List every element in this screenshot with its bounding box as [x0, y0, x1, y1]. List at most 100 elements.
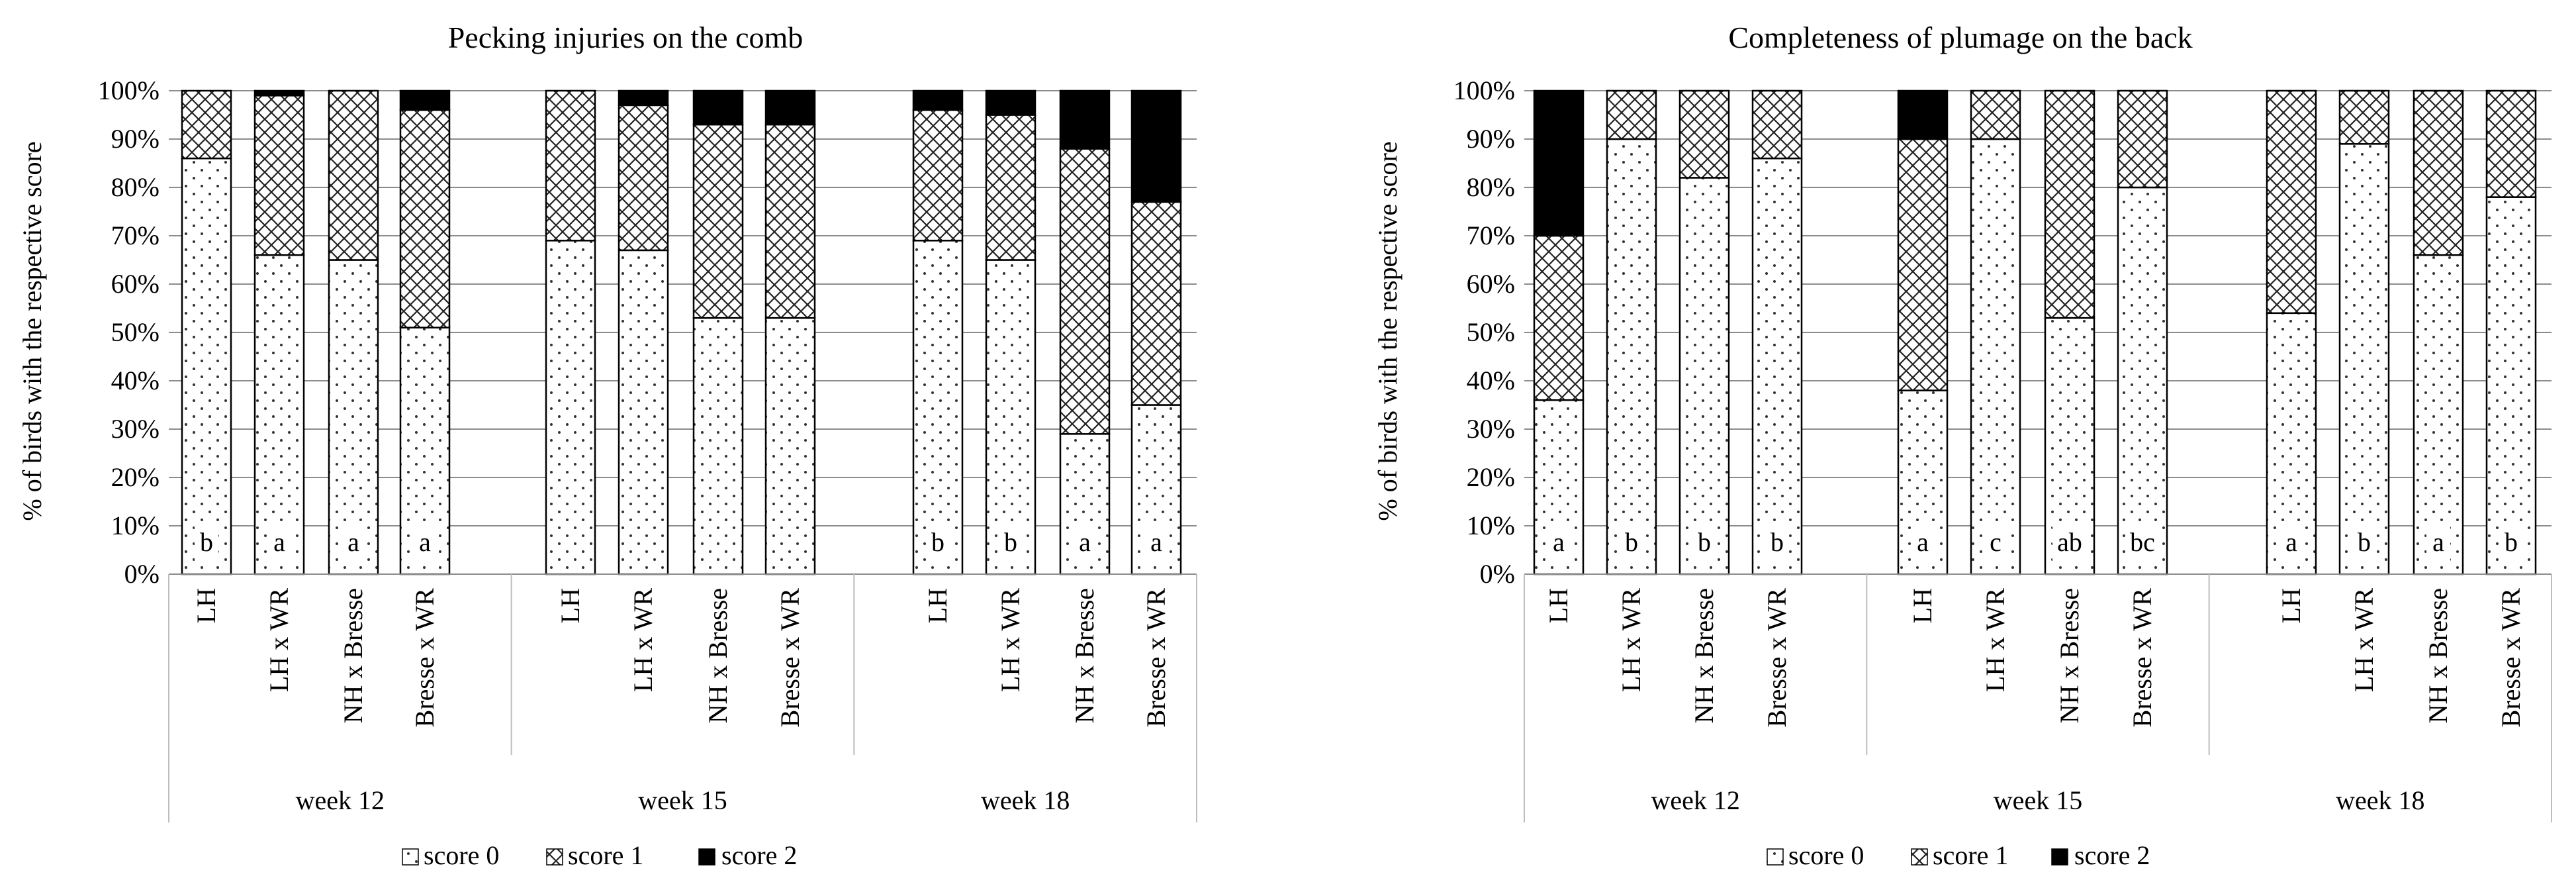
y-tick-label: 100%: [1453, 75, 1515, 105]
significance-letter: bc: [2130, 527, 2155, 557]
bar-segment-score1: [1130, 201, 1182, 406]
group-label: week 15: [638, 785, 727, 815]
legend-label-score0: score 0: [1788, 840, 1864, 870]
y-tick-label: 70%: [111, 221, 160, 250]
category-label: NH x Bresse: [703, 588, 733, 723]
bar-segment-score0: [912, 240, 964, 575]
bar-segment-score0: [2338, 143, 2390, 575]
significance-letter: b: [1771, 527, 1784, 557]
bar-segment-score1: [1679, 89, 1730, 179]
bar-segment-score1: [2413, 89, 2464, 256]
bar-segment-score1: [2485, 89, 2537, 198]
bar-segment-score2: [985, 89, 1036, 116]
plot-area: 0% 10% 20% 30% 40% 50% 60% 70% 80% 90% 100% b LH a LH …: [98, 75, 1197, 822]
letter-background: [2499, 521, 2523, 562]
letter-background: [1692, 521, 1716, 562]
bar-segment-score0: [1970, 138, 2021, 575]
bar-segment-score0: [253, 254, 305, 575]
bar-segment-score2: [1533, 89, 1585, 237]
group-label: week 15: [1994, 785, 2082, 815]
y-tick-label: 30%: [1467, 414, 1515, 444]
significance-letter: a: [1150, 527, 1162, 557]
significance-letter: a: [1917, 527, 1929, 557]
bar-segment-score0: [618, 249, 669, 575]
category-label: LH: [1908, 588, 1937, 623]
significance-letter: b: [1625, 527, 1638, 557]
letter-background: [195, 521, 218, 562]
y-axis-label: % of birds with the respective score: [17, 141, 47, 521]
group-label: week 12: [296, 785, 385, 815]
legend-label-score0: score 0: [424, 840, 499, 870]
legend-label-score1: score 1: [568, 840, 643, 870]
legend-label-score2: score 2: [721, 840, 797, 870]
bar-segment-score1: [399, 109, 451, 328]
bar-segment-score0: [181, 157, 232, 575]
letter-background: [2125, 521, 2160, 562]
significance-letter: a: [419, 527, 431, 557]
bar-segment-score2: [1130, 89, 1182, 203]
bar-segment-score1: [985, 114, 1036, 261]
y-tick-label: 0%: [1480, 559, 1515, 589]
category-label: Bresse x WR: [1141, 588, 1171, 728]
category-label: LH: [191, 588, 221, 623]
bar-segment-score1: [1533, 234, 1585, 401]
bar-segment-score2: [764, 89, 816, 126]
y-tick-label: 80%: [1467, 172, 1515, 202]
bar-segment-score1: [328, 89, 379, 261]
bar-segment-score0: [545, 240, 596, 575]
significance-letter: a: [273, 527, 285, 557]
group-label: week 18: [981, 785, 1070, 815]
bar-segment-score1: [1897, 138, 1949, 391]
bar-segment-score2: [399, 89, 451, 111]
chart-pecking-comb: Pecking injuries on the comb % of birds …: [17, 21, 1197, 822]
bar-segment-score1: [253, 95, 305, 256]
bar-segment-score1: [181, 89, 232, 160]
bar-segment-score1: [764, 123, 816, 319]
bar-segment-score0: [2485, 196, 2537, 575]
category-label: LH x WR: [628, 588, 658, 692]
bar-segment-score0: [1751, 157, 1803, 575]
letter-background: [1144, 521, 1168, 562]
category-label: NH x Bresse: [1070, 588, 1099, 723]
y-tick-label: 30%: [111, 414, 160, 444]
legend-right: score 0 score 1 score 2: [1767, 840, 2150, 870]
y-tick-label: 10%: [111, 511, 160, 540]
legend-label-score2: score 2: [2074, 840, 2150, 870]
category-label: LH: [923, 588, 952, 623]
legend-swatch-score0: [402, 848, 419, 866]
bar-segment-score1: [692, 123, 744, 319]
significance-letter: b: [2358, 527, 2371, 557]
category-label: LH x WR: [995, 588, 1025, 692]
y-axis-label: % of birds with the respective score: [1373, 141, 1403, 521]
y-tick-label: 20%: [1467, 462, 1515, 492]
significance-letter: b: [200, 527, 213, 557]
category-label: LH x WR: [264, 588, 294, 692]
significance-letter: a: [1079, 527, 1091, 557]
category-label: Bresse x WR: [410, 588, 439, 728]
group-label: week 18: [2336, 785, 2424, 815]
bar-segment-score1: [1606, 89, 1657, 140]
bar-segment-score1: [1751, 89, 1803, 160]
bar-segment-score2: [1897, 89, 1949, 140]
bar-segment-score0: [2117, 186, 2168, 575]
bar-segment-score1: [618, 104, 669, 252]
category-label: LH: [2276, 588, 2306, 623]
legend-swatch-score2: [2051, 848, 2068, 866]
bar-segment-score2: [692, 89, 744, 126]
chart-plumage-back: Completeness of plumage on the back % of…: [1373, 21, 2552, 822]
category-label: Bresse x WR: [775, 588, 805, 728]
y-tick-label: 40%: [1467, 366, 1515, 395]
legend-swatch-score0: [1767, 848, 1784, 866]
letter-background: [1073, 521, 1097, 562]
category-label: NH x Bresse: [2054, 588, 2084, 723]
letter-background: [267, 521, 291, 562]
letter-background: [1620, 521, 1643, 562]
bar-segment-score1: [2338, 89, 2390, 145]
legend-swatch-score2: [698, 848, 715, 866]
y-tick-label: 90%: [1467, 124, 1515, 154]
bar-segment-score1: [2117, 89, 2168, 189]
bar-segment-score1: [1970, 89, 2021, 140]
category-label: Bresse x WR: [2496, 588, 2526, 728]
letter-background: [999, 521, 1023, 562]
significance-letter: b: [931, 527, 944, 557]
